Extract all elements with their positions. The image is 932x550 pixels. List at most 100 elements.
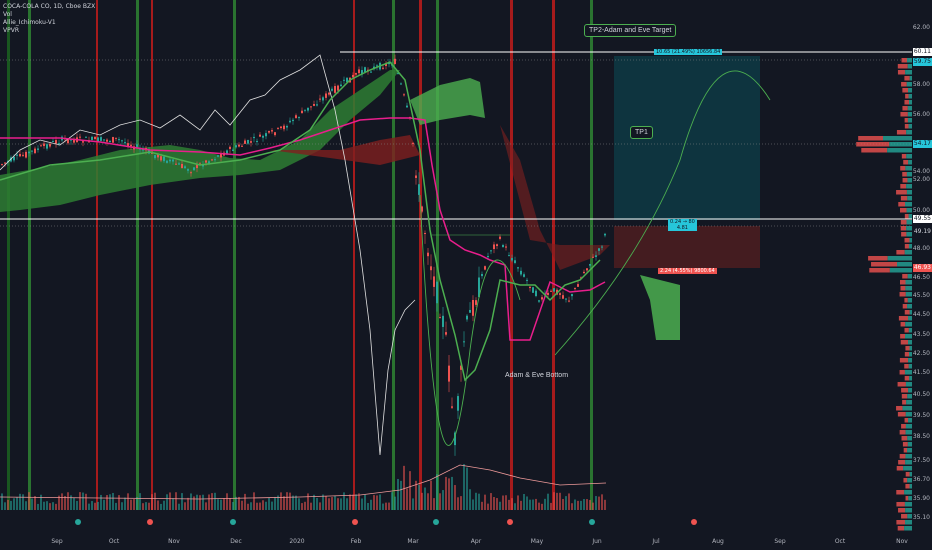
volume-bar [412, 498, 414, 510]
volume-bar [406, 488, 408, 510]
candle-body [376, 65, 378, 67]
volume-bar [295, 495, 297, 510]
profile-bar-buy [905, 454, 912, 459]
volume-bar [190, 493, 192, 510]
profile-bar-sell [901, 424, 906, 429]
volume-bar [121, 502, 123, 510]
profile-bar-buy [907, 88, 912, 93]
candle-body [472, 300, 474, 316]
symbol-title[interactable]: COCA-COLA CO, 1D, Cboe BZX [3, 3, 96, 10]
candle-body [586, 268, 588, 271]
profile-bar-sell [900, 166, 906, 171]
profile-bar-sell [902, 106, 908, 111]
volume-bar [226, 493, 228, 510]
volume-bar [316, 498, 318, 510]
candle-body [532, 287, 534, 293]
profile-bar-sell [902, 172, 907, 177]
profile-bar-sell [899, 358, 909, 363]
candle-body [172, 159, 174, 162]
time-tick: Dec [230, 538, 242, 545]
volume-bar [64, 495, 66, 510]
volume-bar [262, 500, 264, 510]
tp1-callout[interactable]: TP1 [630, 126, 653, 139]
volume-bar [598, 496, 600, 510]
profile-bar-buy [909, 238, 912, 243]
volume-bar [244, 493, 246, 510]
candle-body [394, 58, 396, 65]
adam-eve-bottom-label[interactable]: Adam & Eve Bottom [505, 372, 569, 379]
candle-body [547, 292, 549, 295]
volume-bar [271, 501, 273, 510]
volume-bar [136, 497, 138, 510]
candle-body [481, 273, 483, 277]
profile-bar-sell [899, 430, 906, 435]
profile-bar-sell [861, 148, 888, 153]
price-tick: 45.50 [912, 292, 930, 299]
profile-bar-buy [905, 166, 912, 171]
candle-body [526, 279, 528, 281]
volume-bar [151, 494, 153, 510]
volume-bar [358, 493, 360, 510]
candle-body [127, 143, 129, 147]
profile-bar-sell [902, 442, 908, 447]
time-tick: Aug [712, 538, 724, 545]
volume-bar [91, 501, 93, 510]
candlesticks[interactable] [1, 54, 606, 456]
volume-bar [289, 492, 291, 510]
volume-bar [7, 499, 9, 510]
price-tag-54-17: 54.17 [912, 140, 932, 148]
volume-bar [58, 495, 60, 510]
volume-bar [436, 474, 438, 510]
volume-bar [250, 502, 252, 510]
volume-bar [523, 493, 525, 510]
profile-bar-sell [897, 526, 905, 531]
candle-body [232, 149, 234, 152]
profile-bar-sell [896, 250, 905, 255]
volume-bar [223, 497, 225, 510]
candle-body [346, 77, 348, 83]
candle-body [100, 137, 102, 141]
profile-bar-sell [904, 310, 910, 315]
candle-body [589, 264, 591, 266]
event-markers[interactable] [75, 519, 697, 525]
profile-bar-buy [908, 124, 912, 129]
indicator-vpvr[interactable]: VPVR [3, 27, 19, 34]
indicator-vol[interactable]: Vol [3, 11, 12, 18]
volume-bar [94, 502, 96, 510]
volume-bar [157, 500, 159, 510]
price-axis[interactable]: 62.00 58.00 56.00 54.00 52.00 50.00 48.0… [912, 0, 932, 550]
profile-bar-buy [906, 400, 912, 405]
candle-body [301, 110, 303, 114]
indicator-ichimoku[interactable]: Allie_Ichimoku-V1 [3, 19, 56, 26]
candle-body [457, 396, 459, 411]
candle-body [202, 164, 204, 167]
price-tag-59-75: 59.75 [912, 58, 932, 66]
profile-bar-sell [901, 394, 908, 399]
profile-bar-buy [905, 520, 912, 525]
candle-body [25, 151, 27, 158]
profile-bar-sell [904, 376, 910, 381]
volume-bar [13, 498, 15, 510]
candle-body [85, 136, 87, 138]
profile-bar-sell [901, 514, 908, 519]
price-tick: 40.50 [912, 391, 930, 398]
candle-body [166, 160, 168, 163]
candle-body [277, 127, 279, 129]
profile-bar-sell [900, 322, 906, 327]
profile-bar-buy [908, 388, 912, 393]
volume-bar [220, 499, 222, 510]
candle-body [253, 136, 255, 139]
profile-bar-buy [882, 136, 912, 141]
volume-bar [163, 500, 165, 510]
volume-bar [367, 502, 369, 510]
tp2-target-callout[interactable]: TP2-Adam and Eve Target [584, 24, 677, 37]
stop-zone[interactable] [614, 226, 760, 268]
volume-bar [52, 502, 54, 510]
volume-bar [517, 495, 519, 510]
candle-body [403, 94, 405, 96]
profile-bar-sell [898, 460, 906, 465]
profile-bar-buy [907, 64, 912, 69]
candle-body [529, 286, 531, 289]
time-axis[interactable]: Sep Oct Nov Dec 2020 Feb Mar Apr May Jun… [0, 536, 912, 550]
